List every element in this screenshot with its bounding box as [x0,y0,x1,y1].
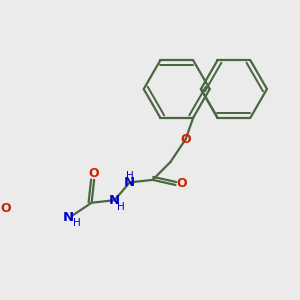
Text: H: H [73,218,80,228]
Text: O: O [180,133,191,146]
Text: N: N [63,212,74,224]
Text: H: H [117,202,125,212]
Text: N: N [124,176,135,189]
Text: N: N [109,194,120,207]
Text: H: H [126,171,134,181]
Text: O: O [176,177,187,190]
Text: O: O [89,167,100,180]
Text: O: O [0,202,11,215]
